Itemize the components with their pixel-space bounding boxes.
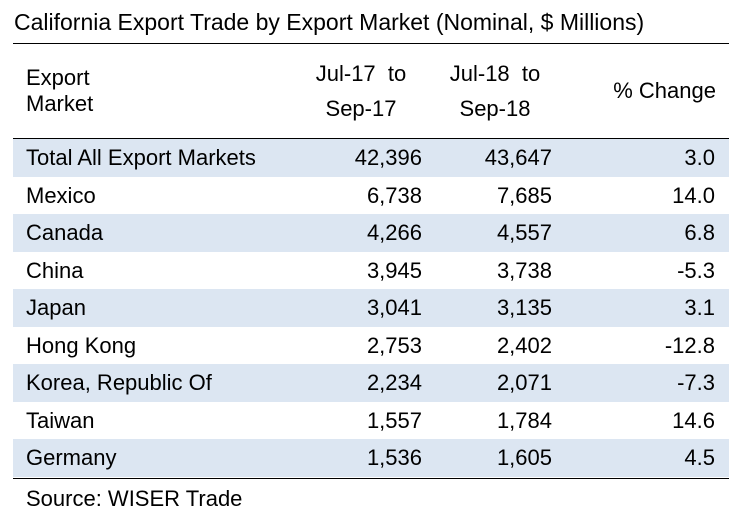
market-name: China xyxy=(26,257,84,283)
value-2017: 3,041 xyxy=(366,295,422,320)
table-row: Japan 3,041 3,135 3.1 xyxy=(13,289,729,327)
header-export-market: Export Market xyxy=(26,65,94,116)
value-2017: 6,738 xyxy=(366,182,422,208)
table-row: Germany 1,536 1,605 4.5 xyxy=(13,439,729,477)
value-2017: 3,945 xyxy=(366,257,422,283)
value-2017: 1,557 xyxy=(366,407,422,433)
source-note: Source: WISER Trade xyxy=(26,486,243,511)
bottom-rule xyxy=(13,478,729,479)
table-body: Total All Export Markets 42,396 43,647 3… xyxy=(13,139,729,477)
market-name: Mexico xyxy=(26,182,96,208)
value-2018: 1,605 xyxy=(496,445,552,470)
header-period-2017: Jul-17 to Sep-17 xyxy=(298,44,424,138)
percent-change: 3.0 xyxy=(684,145,715,170)
table-title: California Export Trade by Export Market… xyxy=(14,9,645,35)
market-name: Total All Export Markets xyxy=(26,145,256,170)
value-2017: 2,753 xyxy=(366,332,422,358)
table-row: Mexico 6,738 7,685 14.0 xyxy=(13,177,729,215)
market-name: Germany xyxy=(26,445,117,470)
table-row: Taiwan 1,557 1,784 14.6 xyxy=(13,402,729,440)
header-period-2018-line1: Jul-18 to xyxy=(449,61,541,86)
market-name: Canada xyxy=(26,220,104,245)
value-2018: 3,135 xyxy=(496,295,552,320)
value-2018: 1,784 xyxy=(496,407,552,433)
percent-change: 6.8 xyxy=(684,220,715,245)
percent-change: -12.8 xyxy=(664,332,715,358)
value-2018: 2,402 xyxy=(496,332,552,358)
value-2017: 2,234 xyxy=(366,370,422,395)
value-2017: 4,266 xyxy=(366,220,422,245)
header-period-2018: Jul-18 to Sep-18 xyxy=(432,44,558,138)
header-percent-change: % Change xyxy=(613,78,716,103)
table-row: Canada 4,266 4,557 6.8 xyxy=(13,214,729,252)
value-2017: 42,396 xyxy=(354,145,422,170)
value-2018: 3,738 xyxy=(496,257,552,283)
top-rule xyxy=(13,43,729,44)
header-rule xyxy=(13,138,729,139)
market-name: Korea, Republic Of xyxy=(26,370,212,395)
percent-change: 3.1 xyxy=(684,295,715,320)
header-period-2017-line2: Sep-17 xyxy=(325,96,397,121)
header-period-2018-line2: Sep-18 xyxy=(459,96,531,121)
table-row: Total All Export Markets 42,396 43,647 3… xyxy=(13,139,729,177)
value-2017: 1,536 xyxy=(366,445,422,470)
header-period-2017-line1: Jul-17 to xyxy=(315,61,407,86)
table-row: China 3,945 3,738 -5.3 xyxy=(13,252,729,290)
market-name: Hong Kong xyxy=(26,332,137,358)
percent-change: 14.6 xyxy=(672,407,715,433)
value-2018: 7,685 xyxy=(496,182,552,208)
table-row: Hong Kong 2,753 2,402 -12.8 xyxy=(13,327,729,365)
value-2018: 2,071 xyxy=(496,370,552,395)
percent-change: 4.5 xyxy=(684,445,715,470)
market-name: Japan xyxy=(26,295,86,320)
percent-change: -5.3 xyxy=(677,257,715,283)
value-2018: 43,647 xyxy=(484,145,552,170)
value-2018: 4,557 xyxy=(496,220,552,245)
percent-change: 14.0 xyxy=(672,182,715,208)
percent-change: -7.3 xyxy=(677,370,715,395)
table-row: Korea, Republic Of 2,234 2,071 -7.3 xyxy=(13,364,729,402)
market-name: Taiwan xyxy=(26,407,95,433)
